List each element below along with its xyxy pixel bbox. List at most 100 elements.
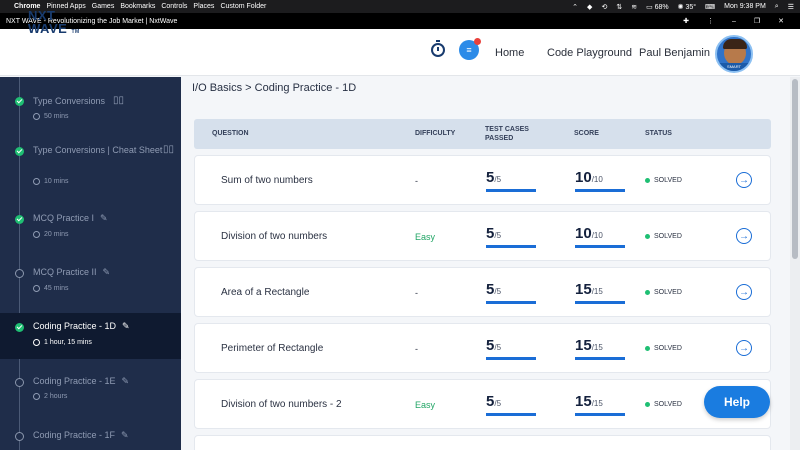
arrow-right-circle-icon[interactable]: → <box>736 340 752 356</box>
menu-pinned-apps[interactable]: Pinned Apps <box>46 3 86 10</box>
book-icon[interactable]: ▯▯ <box>163 144 175 155</box>
sidebar-item-type-conversions-cheat-sheet[interactable]: Type Conversions | Cheat Sheet ▯▯ 10 min… <box>0 135 181 191</box>
sidebar-item-title: MCQ Practice II ✎ <box>33 265 110 280</box>
scrollbar-thumb[interactable] <box>792 79 798 259</box>
table-row[interactable]: Division of two numbers Easy 5/5 10/10 S… <box>194 211 771 261</box>
menu-custom-folder[interactable]: Custom Folder <box>220 3 267 10</box>
sync-icon[interactable]: ⇅ <box>616 3 623 11</box>
sidebar-item-coding-practice-1f[interactable]: Coding Practice - 1F ✎ <box>0 425 181 450</box>
title-text: MCQ Practice II <box>33 267 97 277</box>
tests-progress-bar <box>486 301 536 304</box>
score-total: /15 <box>591 399 603 408</box>
menu-games[interactable]: Games <box>91 3 115 10</box>
table-row[interactable]: Perimeter of Rectangle - 5/5 15/15 SOLVE… <box>194 323 771 373</box>
title-text: Coding Practice - 1E <box>33 376 116 386</box>
sidebar-item-title: Coding Practice - 1E ✎ <box>33 374 129 389</box>
question-name[interactable]: Division of two numbers - 2 <box>221 399 342 410</box>
score: 15/15 <box>575 393 603 410</box>
extension-icon[interactable]: ◆ <box>587 3 593 11</box>
keyboard-icon[interactable]: ⌨ <box>705 3 716 11</box>
chevron-up-icon[interactable]: ⌃ <box>572 3 579 11</box>
duration-text: 50 mins <box>44 113 69 120</box>
breadcrumb[interactable]: I/O Basics > Coding Practice - 1D <box>192 82 357 94</box>
arrow-right-circle-icon[interactable]: → <box>736 284 752 300</box>
col-test-cases-line2: PASSED <box>485 135 514 142</box>
score-total: /10 <box>591 231 603 240</box>
table-header: QUESTION DIFFICULTY TEST CASES PASSED SCO… <box>194 119 771 149</box>
weather-icon[interactable]: ✺ 35° <box>677 3 697 11</box>
table-row[interactable]: Area of a Rectangle - 5/5 15/15 SOLVED → <box>194 267 771 317</box>
table-row[interactable]: Sum of two numbers - 5/5 10/10 SOLVED → <box>194 155 771 205</box>
sidebar-item-title: Coding Practice - 1F ✎ <box>33 428 129 443</box>
nav-code-playground[interactable]: Code Playground <box>547 47 633 59</box>
avatar-hair <box>723 39 747 49</box>
pending-circle-icon <box>15 378 24 387</box>
sidebar-item-coding-practice-1d[interactable]: Coding Practice - 1D ✎ 1 hour, 15 mins <box>0 313 181 359</box>
menu-places[interactable]: Places <box>193 3 215 10</box>
history-icon[interactable]: ⟲ <box>601 3 608 11</box>
arrow-right-circle-icon[interactable]: → <box>736 228 752 244</box>
score: 15/15 <box>575 337 603 354</box>
more-menu-icon[interactable]: ⋮ <box>706 18 714 25</box>
menu-bookmarks[interactable]: Bookmarks <box>120 3 156 10</box>
sidebar-item-duration: 45 mins <box>33 285 69 292</box>
extensions-puzzle-icon[interactable]: ✚ <box>683 18 689 25</box>
test-cases-passed: 5/5 <box>486 393 501 410</box>
completed-check-icon <box>15 215 24 224</box>
help-button[interactable]: Help <box>704 386 770 418</box>
test-cases-passed: 5/5 <box>486 281 501 298</box>
sidebar-item-coding-practice-1e[interactable]: Coding Practice - 1E ✎ 2 hours <box>0 371 181 411</box>
close-icon[interactable]: ✕ <box>778 18 784 25</box>
status-text: SOLVED <box>654 345 682 352</box>
control-center-icon[interactable]: ☰ <box>787 3 794 11</box>
difficulty: - <box>415 288 418 298</box>
menu-controls[interactable]: Controls <box>161 3 188 10</box>
sidebar-item-mcq-practice-2[interactable]: MCQ Practice II ✎ 45 mins <box>0 262 181 302</box>
completed-check-icon <box>15 97 24 106</box>
window-controls: ✚ ⋮ – ❐ ✕ <box>683 17 784 26</box>
table-row[interactable]: Division of two numbers - 2 Easy 5/5 15/… <box>194 379 771 429</box>
arrow-right-circle-icon[interactable]: → <box>736 172 752 188</box>
status-text: SOLVED <box>654 401 682 408</box>
solved-dot <box>645 290 650 295</box>
table-row[interactable] <box>194 435 771 450</box>
nxtwave-logo[interactable]: NXT WAVE TM <box>28 9 80 39</box>
tests-progress-bar <box>486 245 536 248</box>
question-name[interactable]: Area of a Rectangle <box>221 287 310 298</box>
sidebar-item-type-conversions[interactable]: Type Conversions ▯▯ 50 mins <box>0 83 181 123</box>
question-name[interactable]: Division of two numbers <box>221 231 328 242</box>
title-text: Coding Practice - 1F <box>33 430 116 440</box>
avatar[interactable]: SMART <box>715 35 753 73</box>
menu-chrome[interactable]: Chrome <box>14 3 41 10</box>
pencil-icon: ✎ <box>102 267 111 277</box>
sidebar-item-mcq-practice-1[interactable]: MCQ Practice I ✎ 20 mins <box>0 207 181 247</box>
duration-text: 20 mins <box>44 231 69 238</box>
minimize-icon[interactable]: – <box>731 17 736 25</box>
question-name[interactable]: Sum of two numbers <box>221 175 313 186</box>
pending-circle-icon <box>15 432 24 441</box>
wifi-icon[interactable]: ≋ <box>631 3 638 11</box>
clock-icon <box>33 285 40 292</box>
menubar-clock[interactable]: Mon 9:38 PM <box>724 3 766 10</box>
status-badge: SOLVED <box>645 345 682 352</box>
tests-total: /5 <box>494 231 502 240</box>
book-icon[interactable]: ▯▯ <box>113 95 125 106</box>
restore-icon[interactable]: ❐ <box>753 18 761 25</box>
duration-text: 2 hours <box>44 393 68 400</box>
question-name[interactable]: Perimeter of Rectangle <box>221 343 324 354</box>
battery-icon[interactable]: ▭ 68% <box>646 3 669 11</box>
score: 15/15 <box>575 281 603 298</box>
search-icon[interactable]: ⌕ <box>774 2 779 10</box>
sidebar-item-title: Type Conversions <box>33 96 106 106</box>
username[interactable]: Paul Benjamin <box>639 47 710 59</box>
sidebar-item-duration: 1 hour, 15 mins <box>33 339 92 346</box>
sidebar-item-title: Coding Practice - 1D ✎ <box>33 319 130 334</box>
score-value: 15 <box>575 337 592 354</box>
clock-icon <box>33 113 40 120</box>
stopwatch-icon[interactable] <box>431 40 445 57</box>
nav-home[interactable]: Home <box>495 47 525 59</box>
page-scrollbar[interactable] <box>790 77 800 450</box>
chat-icon[interactable]: ≡ <box>459 38 481 60</box>
tests-total: /5 <box>494 287 502 296</box>
test-cases-passed: 5/5 <box>486 169 501 186</box>
